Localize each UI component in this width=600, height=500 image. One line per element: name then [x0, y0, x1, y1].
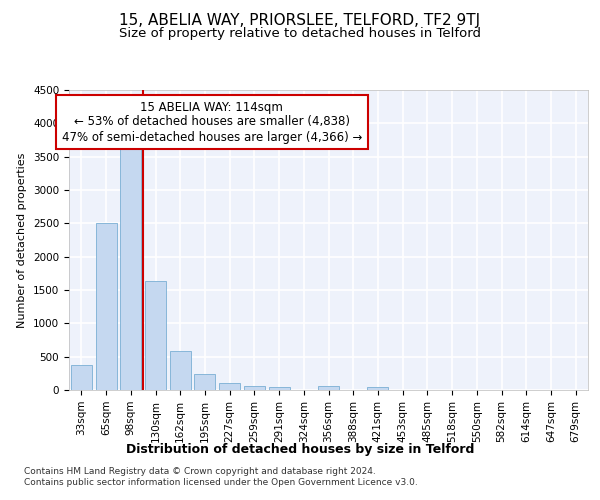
Text: Size of property relative to detached houses in Telford: Size of property relative to detached ho…: [119, 28, 481, 40]
Bar: [95, 224, 116, 390]
Text: Contains HM Land Registry data © Crown copyright and database right 2024.
Contai: Contains HM Land Registry data © Crown c…: [24, 468, 418, 487]
Bar: [318, 386, 339, 390]
Text: 15, ABELIA WAY, PRIORSLEE, TELFORD, TF2 9TJ: 15, ABELIA WAY, PRIORSLEE, TELFORD, TF2 …: [119, 12, 481, 28]
Bar: [219, 383, 240, 390]
Bar: [244, 386, 265, 390]
Bar: [269, 387, 290, 390]
Bar: [170, 350, 191, 390]
Y-axis label: Number of detached properties: Number of detached properties: [17, 152, 28, 328]
Bar: [71, 366, 92, 390]
Bar: [120, 142, 141, 390]
Text: Distribution of detached houses by size in Telford: Distribution of detached houses by size …: [126, 442, 474, 456]
Text: 15 ABELIA WAY: 114sqm
← 53% of detached houses are smaller (4,838)
47% of semi-d: 15 ABELIA WAY: 114sqm ← 53% of detached …: [62, 100, 362, 144]
Bar: [145, 282, 166, 390]
Bar: [194, 374, 215, 390]
Bar: [367, 387, 388, 390]
